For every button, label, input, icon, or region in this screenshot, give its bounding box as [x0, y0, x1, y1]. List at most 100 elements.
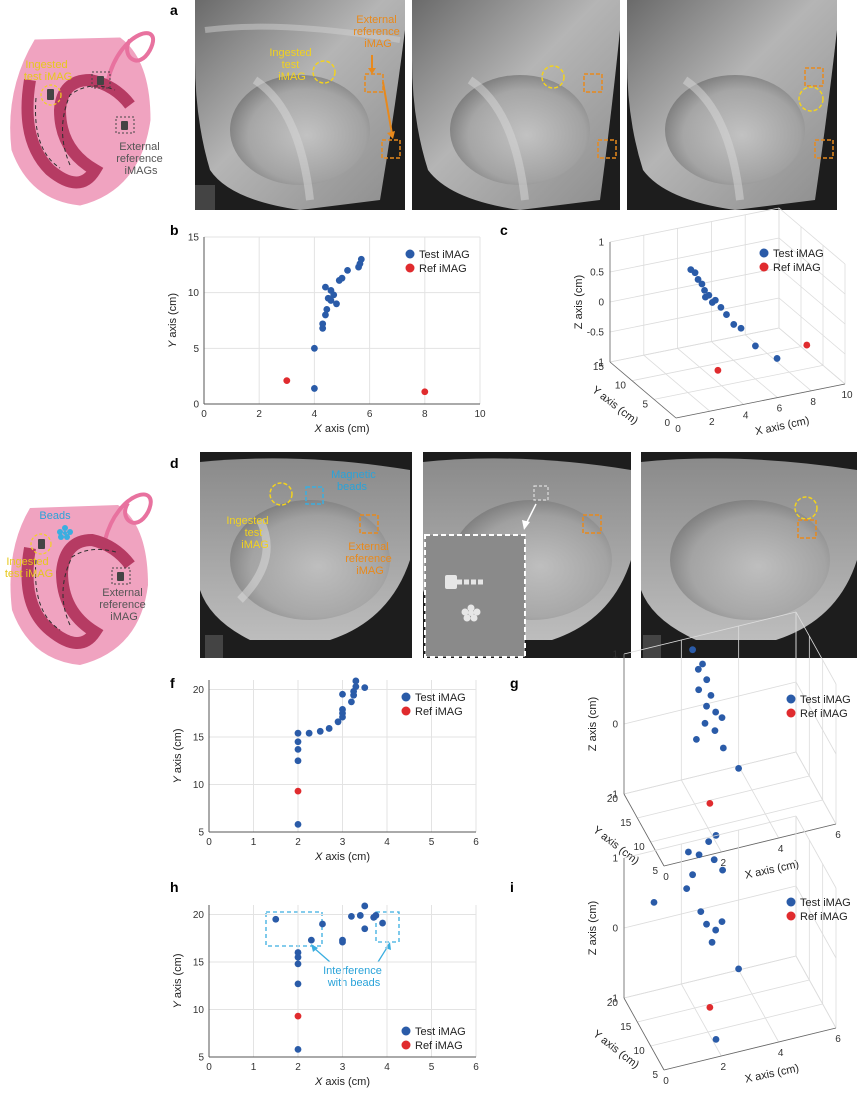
- test-point: [319, 920, 326, 928]
- test-point: [294, 757, 302, 765]
- x-tick-label: 0: [675, 424, 681, 435]
- test-point: [691, 269, 699, 277]
- xray-a-ingested-label: Ingested test iMAG: [269, 47, 314, 83]
- floor-gridline-y: [650, 1003, 823, 1047]
- test-point: [311, 385, 318, 392]
- x-axis-line: [663, 823, 837, 867]
- ref-point: [283, 377, 291, 385]
- schematic-ingested-label: Ingested test iMAG: [24, 59, 72, 83]
- test-point: [705, 291, 713, 299]
- x-tick-label: 0: [201, 409, 207, 420]
- floor-gridline-x: [711, 341, 778, 398]
- x-tick-label: 4: [778, 844, 784, 855]
- test-point: [294, 949, 302, 956]
- back-gridline-z: [623, 681, 797, 725]
- interference-annotation: Interference with beads: [323, 965, 385, 989]
- x-tick-label: 0: [663, 1076, 669, 1087]
- x-tick-label: 6: [473, 837, 479, 848]
- chart-b: 0 2 4 6 8 10 0 5 10 15 X axis (cm) Y axis (cm) Test …: [167, 233, 486, 436]
- xray-d-ingested-label: Ingested test iMAG: [226, 515, 271, 551]
- schematic-top: Ingested test iMAG External reference iM…: [10, 31, 166, 206]
- test-point: [712, 926, 720, 934]
- x-tick-label: 2: [721, 1062, 727, 1073]
- test-point: [339, 690, 346, 698]
- panel-label-g: g: [510, 675, 519, 691]
- test-point: [703, 920, 710, 928]
- test-point: [372, 912, 380, 919]
- side-gridline-z: [778, 327, 846, 385]
- y-axis-label: Y axis (cm): [167, 293, 179, 348]
- chart-f: 0 1 2 3 4 5 6 5 10 15 20 X axis (cm) Y axis (cm) Test…: [172, 677, 479, 863]
- panel-label-f: f: [170, 675, 175, 691]
- z-tick-label: -1: [609, 790, 618, 801]
- test-point: [710, 856, 718, 864]
- y-tick-label: 5: [198, 828, 204, 839]
- test-point: [322, 283, 329, 291]
- x-tick-label: 6: [777, 404, 783, 415]
- y-tick-label: 15: [620, 1022, 632, 1033]
- legend-test-marker: [786, 897, 796, 907]
- schematic-external-label: External reference iMAGs: [116, 141, 166, 177]
- test-point: [719, 744, 727, 752]
- ref-point: [421, 388, 429, 396]
- y-tick-label: 5: [652, 866, 658, 877]
- x-tick-label: 6: [367, 409, 373, 420]
- xray-a1: Ingested test iMAG External reference iM…: [195, 0, 405, 210]
- xray-d3: [641, 452, 857, 658]
- test-point: [712, 708, 720, 716]
- floor-gridline-x: [680, 779, 722, 853]
- test-point: [719, 866, 726, 874]
- xray-d-magnetic-label: Magnetic beads: [331, 469, 379, 493]
- back-gridline-z: [623, 815, 797, 859]
- test-point: [695, 686, 703, 694]
- xray-a2: [412, 0, 620, 210]
- legend-ref-label: Ref iMAG: [415, 706, 463, 718]
- test-point: [361, 684, 369, 691]
- test-point: [272, 915, 280, 923]
- x-tick-label: 5: [429, 1062, 435, 1073]
- y-tick-label: 5: [642, 399, 648, 410]
- legend-test-label: Test iMAG: [415, 1026, 466, 1038]
- panel-label-d: d: [170, 455, 179, 471]
- x-axis-label: X axis (cm): [744, 1062, 800, 1085]
- z-tick-label: 1: [612, 854, 618, 865]
- side-gridline-z: [778, 297, 846, 355]
- test-point: [712, 1036, 720, 1043]
- z-tick-label: -1: [595, 358, 604, 369]
- legend-test-label: Test iMAG: [800, 897, 851, 909]
- test-point: [735, 965, 742, 973]
- floor-gridline-x: [738, 969, 780, 1043]
- test-point: [348, 698, 355, 706]
- test-point: [334, 718, 342, 726]
- floor-gridline-y: [631, 346, 802, 382]
- legend-test-marker: [401, 692, 411, 702]
- y-tick-label: 15: [188, 233, 200, 244]
- z-tick-label: 0: [598, 298, 604, 309]
- ref-point: [714, 366, 722, 374]
- x-tick-label: 0: [206, 837, 212, 848]
- z-axis-label: Z axis (cm): [573, 275, 585, 329]
- y-tick-label: 5: [652, 1070, 658, 1081]
- test-point: [361, 902, 369, 910]
- x-axis-label: X axis (cm): [314, 851, 370, 863]
- y-axis-label: Y axis (cm): [172, 728, 184, 783]
- schematic-beads-label: Beads: [39, 510, 71, 522]
- test-point: [316, 727, 324, 735]
- x-tick-label: 4: [312, 409, 318, 420]
- test-point: [311, 344, 318, 352]
- panel-label-h: h: [170, 879, 179, 895]
- x-tick-label: 4: [778, 1048, 784, 1059]
- z-axis-label: Z axis (cm): [587, 901, 599, 955]
- y-tick-label: 15: [593, 362, 605, 373]
- floor-gridline-y: [637, 775, 810, 819]
- x-tick-label: 4: [384, 837, 390, 848]
- z-tick-label: -0.5: [587, 328, 605, 339]
- y-tick-label: 0: [664, 418, 670, 429]
- back-gridline-z: [609, 237, 780, 273]
- floor-gridline-y: [637, 979, 810, 1023]
- y-tick-label: 15: [620, 818, 632, 829]
- back-gridline-z: [609, 297, 780, 333]
- side-gridline-z: [795, 955, 837, 1029]
- legend-ref-marker: [401, 1040, 411, 1050]
